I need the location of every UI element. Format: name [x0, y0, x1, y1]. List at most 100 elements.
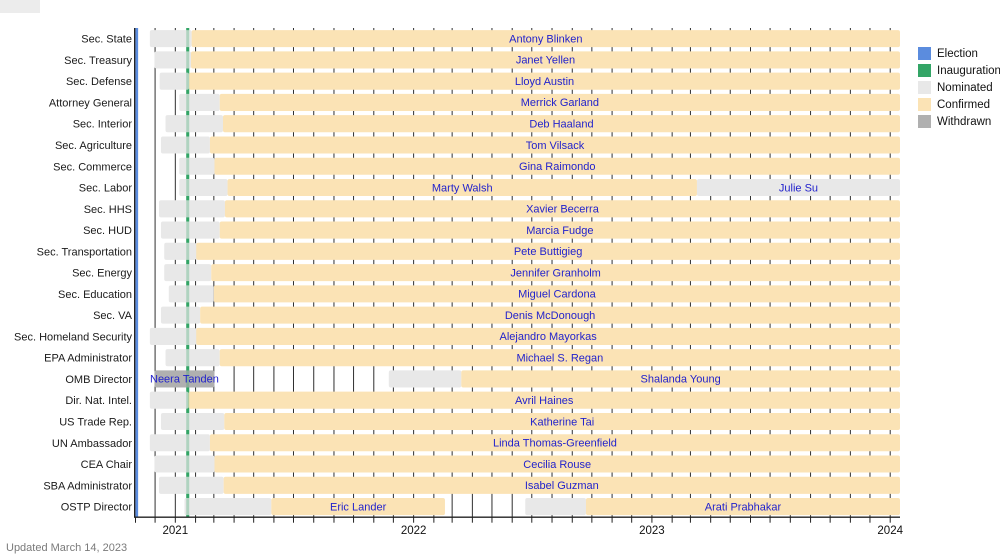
bar-nominated-julie-su — [696, 178, 900, 197]
bar-nominated — [149, 434, 210, 452]
bar-nominated — [179, 157, 215, 175]
bar-confirmed-denis-mcdonough — [200, 306, 900, 324]
legend-label-election: Election — [937, 47, 978, 60]
bar-confirmed-isabel-guzman — [223, 476, 900, 494]
bar-nominated — [165, 115, 223, 133]
row-label-sec-energy: Sec. Energy — [72, 268, 132, 280]
bar-confirmed-eric-lander — [271, 498, 445, 516]
bar-nominated — [160, 136, 210, 154]
bar-confirmed-cecilia-rouse — [214, 455, 900, 473]
person-name-katherine-tai: Katherine Tai — [530, 416, 594, 428]
bar-nominated — [160, 306, 201, 324]
bar-nominated — [149, 327, 197, 345]
bar-confirmed-antony-blinken — [191, 30, 901, 48]
person-name-tom-vilsack: Tom Vilsack — [526, 140, 585, 152]
row-label-sba-administrator: SBA Administrator — [43, 480, 132, 492]
legend-item-withdrawn: Withdrawn — [918, 115, 1000, 128]
person-name-deb-haaland: Deb Haaland — [529, 119, 593, 131]
row-label-dir-nat-intel: Dir. Nat. Intel. — [65, 395, 132, 407]
legend-swatch-confirmed — [918, 98, 931, 111]
row-label-sec-education: Sec. Education — [58, 289, 132, 301]
x-axis-year-label: 2021 — [163, 525, 189, 537]
person-name-lloyd-austin: Lloyd Austin — [515, 76, 574, 88]
row-label-sec-va: Sec. VA — [93, 310, 133, 322]
legend-label-nominated: Nominated — [937, 81, 993, 94]
person-name-marty-walsh: Marty Walsh — [432, 182, 493, 194]
x-axis-year-label: 2022 — [401, 525, 427, 537]
person-name-antony-blinken: Antony Blinken — [509, 33, 582, 45]
person-name-avril-haines: Avril Haines — [515, 395, 574, 407]
row-label-us-trade-rep: US Trade Rep. — [59, 416, 132, 428]
legend-swatch-election — [918, 47, 931, 60]
row-label-sec-transportation: Sec. Transportation — [37, 246, 132, 258]
legend-label-withdrawn: Withdrawn — [937, 115, 992, 128]
bar-confirmed-alejandro-mayorkas — [196, 327, 900, 345]
bar-nominated — [154, 51, 191, 69]
bar-nominated — [179, 178, 228, 197]
bar-nominated — [164, 264, 212, 282]
bar-nominated — [179, 93, 220, 111]
bar-confirmed-arati-prabhakar — [585, 498, 900, 516]
person-name-alejandro-mayorkas: Alejandro Mayorkas — [499, 331, 597, 343]
row-label-sec-treasury: Sec. Treasury — [64, 55, 132, 67]
row-label-attorney-general: Attorney General — [49, 97, 132, 109]
bar-nominated — [525, 498, 586, 516]
bar-confirmed-shalanda-young — [461, 370, 900, 388]
person-name-isabel-guzman: Isabel Guzman — [525, 480, 599, 492]
person-name-shalanda-young: Shalanda Young — [641, 374, 721, 386]
bar-confirmed-gina-raimondo — [214, 157, 900, 175]
bar-nominated — [154, 455, 215, 473]
row-label-epa-administrator: EPA Administrator — [44, 353, 132, 365]
bar-confirmed-xavier-becerra — [224, 200, 901, 218]
bar-confirmed-katherine-tai — [224, 412, 900, 431]
bar-nominated — [165, 349, 220, 367]
row-label-sec-agriculture: Sec. Agriculture — [55, 140, 132, 152]
legend-swatch-nominated — [918, 81, 931, 94]
bar-confirmed-deb-haaland — [222, 115, 901, 133]
bar-confirmed-marcia-fudge — [219, 221, 900, 239]
row-label-sec-hud: Sec. HUD — [83, 225, 132, 237]
bar-confirmed-lloyd-austin — [189, 72, 900, 90]
person-name-marcia-fudge: Marcia Fudge — [526, 225, 593, 237]
bar-nominated — [388, 370, 462, 388]
person-name-miguel-cardona: Miguel Cardona — [518, 289, 597, 301]
person-name-cecilia-rouse: Cecilia Rouse — [523, 459, 591, 471]
person-name-merrick-garland: Merrick Garland — [521, 97, 599, 109]
person-name-eric-lander: Eric Lander — [330, 501, 387, 513]
bar-confirmed-miguel-cardona — [213, 285, 901, 303]
row-label-sec-commerce: Sec. Commerce — [53, 161, 132, 173]
person-name-arati-prabhakar: Arati Prabhakar — [705, 501, 782, 513]
person-name-janet-yellen: Janet Yellen — [516, 55, 575, 67]
bar-nominated — [159, 72, 190, 90]
legend-item-inauguration: Inauguration — [918, 64, 1000, 77]
bar-confirmed-michael-s-regan — [219, 349, 900, 367]
row-label-sec-labor: Sec. Labor — [79, 183, 133, 195]
person-name-denis-mcdonough: Denis McDonough — [505, 310, 596, 322]
bar-confirmed-jennifer-granholm — [211, 264, 900, 282]
person-name-julie-su: Julie Su — [779, 182, 818, 194]
bar-confirmed-pete-buttigieg — [196, 242, 900, 260]
bar-nominated — [168, 285, 214, 303]
bar-nominated — [159, 200, 225, 218]
legend-item-confirmed: Confirmed — [918, 98, 1000, 111]
row-label-ostp-director: OSTP Director — [61, 502, 133, 514]
bar-nominated — [149, 30, 192, 48]
legend-label-confirmed: Confirmed — [937, 98, 991, 111]
legend-swatch-inauguration — [918, 64, 931, 77]
bar-withdrawn-neera-tanden — [154, 370, 215, 388]
row-label-omb-director: OMB Director — [65, 374, 132, 386]
bar-nominated — [160, 221, 220, 239]
person-name-jennifer-granholm: Jennifer Granholm — [510, 267, 601, 279]
legend-item-election: Election — [918, 47, 1000, 60]
row-label-un-ambassador: UN Ambassador — [52, 438, 132, 450]
bar-nominated — [159, 476, 224, 494]
row-label-cea-chair: CEA Chair — [81, 459, 133, 471]
row-label-sec-homeland-security: Sec. Homeland Security — [14, 331, 132, 343]
legend-label-inauguration: Inauguration — [937, 64, 1000, 77]
bar-nominated — [164, 242, 197, 260]
person-name-pete-buttigieg: Pete Buttigieg — [514, 246, 583, 258]
row-label-sec-hhs: Sec. HHS — [84, 204, 132, 216]
bar-nominated — [184, 498, 272, 516]
